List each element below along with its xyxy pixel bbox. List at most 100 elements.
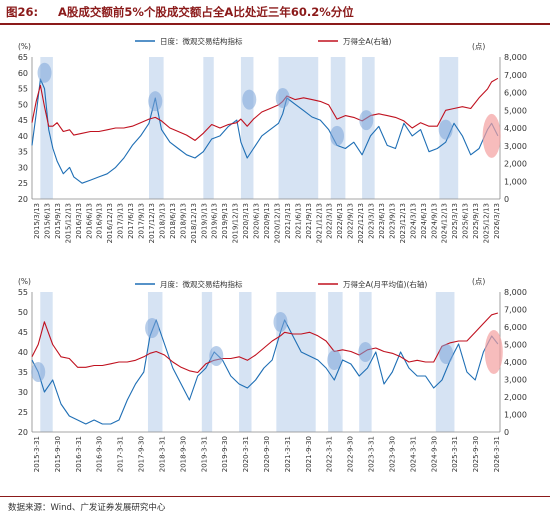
index-line xyxy=(31,77,499,141)
x-tick-label: 2018/9/13 xyxy=(179,203,187,239)
x-tick-label: 2020/6/13 xyxy=(253,203,261,239)
right-tick-label: 4,000 xyxy=(504,358,527,367)
right-tick-label: 6,000 xyxy=(504,89,527,98)
left-tick-label: 35 xyxy=(18,368,28,377)
x-tick-label: 2023-3-31 xyxy=(368,436,376,472)
x-tick-label: 2024-9-30 xyxy=(430,436,438,472)
highlight-marker xyxy=(148,91,163,112)
highlight-marker xyxy=(209,346,224,366)
x-tick-label: 2015/3/13 xyxy=(33,203,41,239)
left-tick-label: 55 xyxy=(18,288,28,297)
x-tick-label: 2015/6/13 xyxy=(43,203,51,239)
right-tick-label: 1,000 xyxy=(504,411,527,420)
x-tick-label: 2015-3-31 xyxy=(33,436,41,472)
left-tick-label: 45 xyxy=(18,116,28,125)
latest-highlight-marker xyxy=(484,330,503,374)
x-tick-label: 2018-3-31 xyxy=(158,436,166,472)
x-tick-label: 2023/9/13 xyxy=(388,203,396,239)
legend-label-indicator: 日度：微观交易结构指标 xyxy=(160,36,243,46)
x-tick-label: 2016/9/13 xyxy=(96,203,104,239)
highlight-marker xyxy=(242,89,257,110)
x-tick-label: 2018-9-30 xyxy=(179,436,187,472)
x-tick-label: 2021/12/13 xyxy=(315,203,323,243)
x-tick-label: 2023/12/13 xyxy=(399,203,407,243)
figure-number: 图26: xyxy=(6,5,39,19)
monthly-chart: 20 25 30 35 40 45 50 55 0 1,000 2,000 3,000 4,000 5,0… xyxy=(18,277,527,472)
right-tick-label: 7,000 xyxy=(504,306,527,315)
x-tick-label: 2015/12/13 xyxy=(64,203,72,243)
x-tick-label: 2020/3/13 xyxy=(242,203,250,239)
x-tick-label: 2022/6/13 xyxy=(336,203,344,239)
source-note: 数据来源：Wind、广发证券发展研究中心 xyxy=(8,503,166,513)
right-tick-label: 2,000 xyxy=(504,393,527,402)
x-tick-label: 2017/6/13 xyxy=(127,203,135,239)
x-tick-label: 2024-3-31 xyxy=(409,436,417,472)
figure-title-bar: 图26: A股成交额前5%个股成交额占全A比处近三年60.2%分位 xyxy=(0,0,550,24)
left-tick-label: 30 xyxy=(18,163,28,172)
latest-highlight-marker xyxy=(482,113,501,158)
x-tick-label: 2015-9-30 xyxy=(54,436,62,472)
x-tick-label: 2016/3/13 xyxy=(75,203,83,239)
right-tick-label: 1,000 xyxy=(504,177,527,186)
highlight-marker xyxy=(37,62,52,83)
x-tick-label: 2022-3-31 xyxy=(326,436,334,472)
x-tick-label: 2022/9/13 xyxy=(347,203,355,239)
x-tick-label: 2016/6/13 xyxy=(85,203,93,239)
right-tick-label: 5,000 xyxy=(504,106,527,115)
highlight-marker xyxy=(327,350,342,370)
source-rule xyxy=(0,496,550,497)
shaded-period xyxy=(201,292,213,432)
x-tick-label: 2026/3/13 xyxy=(493,203,501,239)
x-tick-label: 2018/3/13 xyxy=(158,203,166,239)
x-tick-label: 2017/12/13 xyxy=(148,203,156,243)
figure-title: A股成交额前5%个股成交额占全A比处近三年60.2%分位 xyxy=(58,5,354,19)
right-tick-label: 4,000 xyxy=(504,124,527,133)
left-unit-label: (%) xyxy=(18,277,31,286)
x-tick-label: 2016/12/13 xyxy=(106,203,114,243)
left-tick-label: 50 xyxy=(18,100,28,109)
x-tick-label: 2019-9-30 xyxy=(221,436,229,472)
x-tick-label: 2025-9-30 xyxy=(472,436,480,472)
x-tick-label: 2023-9-30 xyxy=(388,436,396,472)
x-tick-label: 2021-9-30 xyxy=(305,436,313,472)
right-unit-label: (点) xyxy=(472,277,485,286)
x-tick-label: 2025/6/13 xyxy=(462,203,470,239)
right-tick-label: 0 xyxy=(504,195,509,204)
x-tick-label: 2021-3-31 xyxy=(284,436,292,472)
x-tick-label: 2024/12/13 xyxy=(441,203,449,243)
x-tick-label: 2022-9-30 xyxy=(347,436,355,472)
x-tick-label: 2020-9-30 xyxy=(263,436,271,472)
left-tick-label: 35 xyxy=(18,148,28,157)
index-line xyxy=(31,312,499,374)
shaded-period xyxy=(240,57,254,199)
x-tick-label: 2016-9-30 xyxy=(96,436,104,472)
x-tick-label: 2019/3/13 xyxy=(200,203,208,239)
x-tick-label: 2024/6/13 xyxy=(420,203,428,239)
x-tick-label: 2015/9/13 xyxy=(54,203,62,239)
x-tick-label: 2017-3-31 xyxy=(117,436,125,472)
x-tick-label: 2019/6/13 xyxy=(211,203,219,239)
x-tick-label: 2020-3-31 xyxy=(242,436,250,472)
x-tick-label: 2018/12/13 xyxy=(190,203,198,243)
left-tick-label: 25 xyxy=(18,408,28,417)
highlight-marker xyxy=(145,318,160,338)
shaded-period xyxy=(359,292,372,432)
left-tick-label: 50 xyxy=(18,308,28,317)
x-tick-label: 2024/9/13 xyxy=(430,203,438,239)
highlight-marker xyxy=(273,312,288,332)
left-tick-label: 30 xyxy=(18,388,28,397)
x-tick-label: 2018/6/13 xyxy=(169,203,177,239)
shaded-period xyxy=(147,292,163,432)
x-tick-label: 2022/3/13 xyxy=(326,203,334,239)
x-tick-label: 2025/3/13 xyxy=(451,203,459,239)
indicator-line xyxy=(31,78,499,184)
x-tick-label: 2023/6/13 xyxy=(378,203,386,239)
highlight-marker xyxy=(330,125,345,146)
right-tick-label: 5,000 xyxy=(504,341,527,350)
left-tick-label: 20 xyxy=(18,195,28,204)
left-tick-label: 40 xyxy=(18,348,28,357)
x-tick-label: 2025/9/13 xyxy=(472,203,480,239)
x-tick-label: 2019/12/13 xyxy=(232,203,240,243)
shaded-period xyxy=(278,57,319,199)
left-tick-label: 40 xyxy=(18,132,28,141)
